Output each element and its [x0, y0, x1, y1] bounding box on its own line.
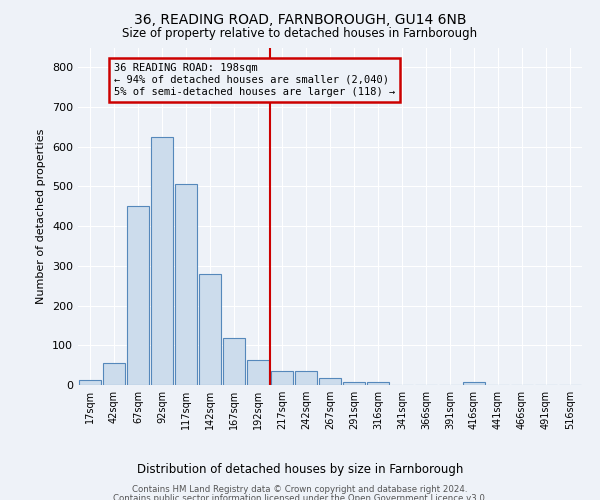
Bar [223, 338, 245, 385]
Bar [127, 206, 149, 385]
Bar [247, 360, 269, 385]
Bar [103, 363, 125, 385]
Y-axis label: Number of detached properties: Number of detached properties [37, 128, 46, 304]
Bar [79, 380, 101, 385]
Bar [175, 184, 197, 385]
Bar [295, 371, 317, 385]
Text: Distribution of detached houses by size in Farnborough: Distribution of detached houses by size … [137, 462, 463, 475]
Text: Contains public sector information licensed under the Open Government Licence v3: Contains public sector information licen… [113, 494, 487, 500]
Bar [343, 382, 365, 385]
Text: 36 READING ROAD: 198sqm
← 94% of detached houses are smaller (2,040)
5% of semi-: 36 READING ROAD: 198sqm ← 94% of detache… [114, 64, 395, 96]
Bar [319, 378, 341, 385]
Text: Contains HM Land Registry data © Crown copyright and database right 2024.: Contains HM Land Registry data © Crown c… [132, 485, 468, 494]
Text: 36, READING ROAD, FARNBOROUGH, GU14 6NB: 36, READING ROAD, FARNBOROUGH, GU14 6NB [134, 12, 466, 26]
Text: Size of property relative to detached houses in Farnborough: Size of property relative to detached ho… [122, 28, 478, 40]
Bar [367, 382, 389, 385]
Bar [199, 274, 221, 385]
Bar [151, 137, 173, 385]
Bar [463, 382, 485, 385]
Bar [271, 371, 293, 385]
